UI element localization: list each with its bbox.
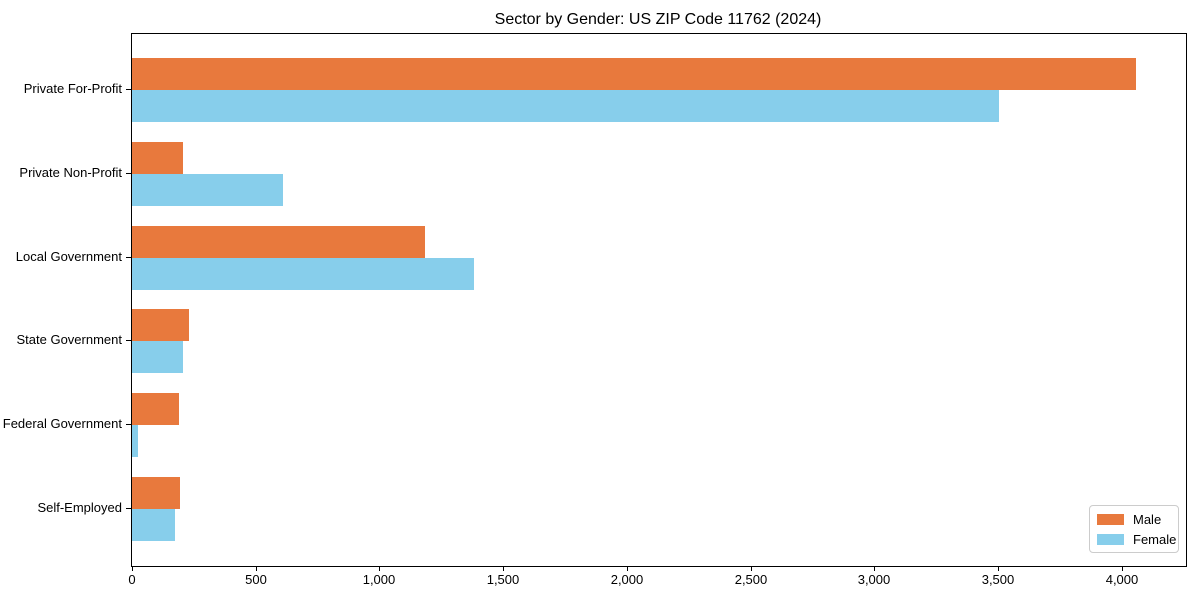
bar-male-self-employed (132, 477, 180, 509)
ytick-mark (126, 89, 131, 90)
xtick-mark (998, 566, 999, 571)
xtick-mark (1122, 566, 1123, 571)
plot-area (131, 33, 1187, 567)
xtick-label-3000: 3,000 (857, 572, 891, 587)
legend-label-female: Female (1133, 531, 1177, 547)
ytick-label-private-non-profit: Private Non-Profit (19, 164, 122, 180)
legend-item-male: Male (1097, 512, 1178, 527)
ytick-label-self-employed: Self-Employed (37, 500, 122, 515)
bar-female-self-employed (132, 509, 175, 541)
bar-female-local-government (132, 257, 474, 290)
legend: Male Female (1089, 505, 1179, 553)
bar-female-private-non-profit (132, 173, 283, 206)
bar-male-state-government (132, 309, 189, 342)
ytick-mark (126, 508, 131, 509)
xtick-label-1000: 1,000 (362, 572, 396, 587)
bar-female-federal-government (132, 425, 138, 458)
bar-male-private-for-profit (132, 58, 1136, 90)
xtick-mark (503, 566, 504, 571)
ytick-mark (126, 256, 131, 258)
xtick-label-3500: 3,500 (981, 572, 1015, 587)
bar-female-state-government (132, 341, 183, 374)
xtick-mark (874, 566, 875, 571)
ytick-mark (126, 340, 131, 342)
xtick-label-4000: 4,000 (1105, 572, 1139, 587)
chart-title: Sector by Gender: US ZIP Code 11762 (202… (494, 11, 822, 28)
ytick-mark (126, 424, 131, 426)
xtick-mark (132, 566, 133, 571)
xtick-mark (627, 566, 628, 571)
legend-swatch-female (1097, 533, 1124, 545)
xtick-label-500: 500 (245, 572, 267, 587)
ytick-label-federal-government: Federal Government (2, 416, 122, 432)
xtick-mark (379, 566, 380, 571)
legend-item-female: Female (1097, 532, 1178, 547)
legend-swatch-male (1097, 513, 1124, 525)
legend-label-male: Male (1133, 511, 1162, 527)
xtick-mark (751, 566, 752, 571)
xtick-label-2500: 2,500 (734, 572, 768, 587)
ytick-label-local-government: Local Government (15, 248, 122, 264)
bar-male-private-non-profit (132, 141, 183, 174)
xtick-label-1500: 1,500 (486, 572, 520, 587)
xtick-label-0: 0 (128, 572, 136, 587)
bar-female-private-for-profit (132, 90, 999, 122)
xtick-mark (256, 566, 257, 571)
ytick-label-state-government: State Government (16, 332, 123, 348)
bar-male-federal-government (132, 393, 179, 426)
ytick-mark (126, 172, 131, 174)
xtick-label-2000: 2,000 (610, 572, 644, 587)
bar-male-local-government (132, 225, 425, 258)
ytick-label-private-for-profit: Private For-Profit (23, 81, 122, 96)
